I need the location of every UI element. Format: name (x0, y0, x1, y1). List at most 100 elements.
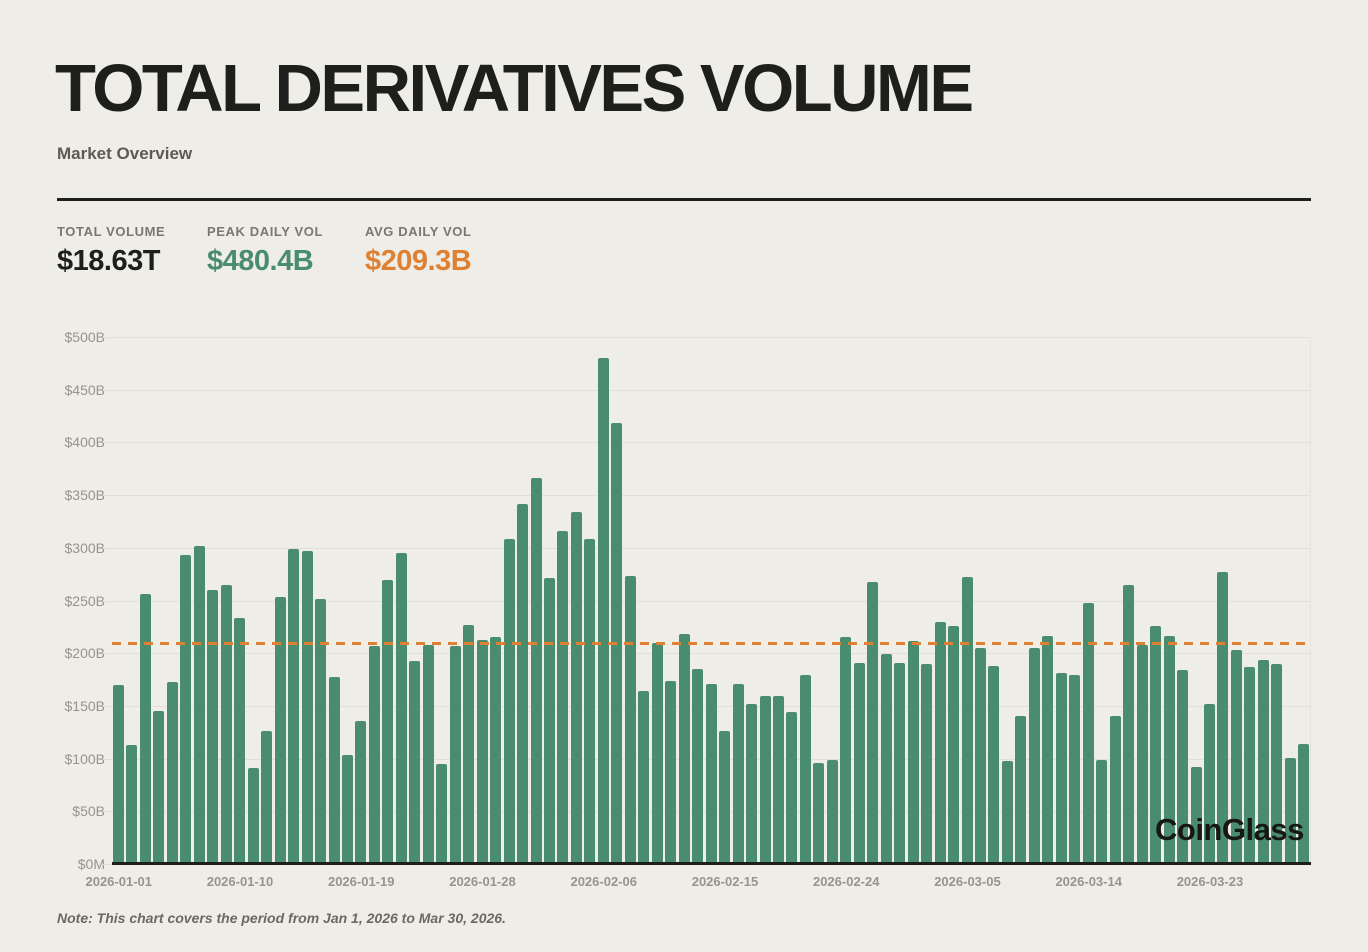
volume-bar (341, 755, 353, 864)
x-tick-label: 2026-03-23 (1176, 874, 1244, 889)
volume-bar (328, 677, 340, 864)
volume-bar (1163, 636, 1175, 864)
volume-bar (1230, 650, 1242, 864)
volume-bar (1217, 572, 1229, 864)
gridline (103, 547, 1311, 549)
x-tick-label: 2026-02-06 (570, 874, 637, 889)
gridline (103, 495, 1311, 497)
volume-bar (1109, 716, 1121, 864)
volume-bar (234, 618, 246, 864)
volume-bar (355, 720, 367, 864)
y-axis-labels: $0M $50B $100B $150B $200B $250B $300B $350B $40… (0, 329, 105, 872)
volume-bar (584, 539, 596, 864)
volume-bar (853, 662, 865, 864)
volume-bar (894, 662, 906, 864)
volume-bar (651, 642, 663, 864)
volume-bar (530, 478, 542, 864)
volume-bar (166, 681, 178, 864)
volume-bar (1001, 760, 1013, 864)
volume-bar (193, 545, 205, 864)
volume-bar (1136, 644, 1148, 864)
y-tick-label: $350B (64, 487, 105, 504)
volume-bar (517, 503, 529, 864)
volume-bar (1203, 703, 1215, 864)
bar-series (112, 337, 1311, 864)
y-tick-label: $500B (64, 329, 105, 345)
volume-bar (1069, 675, 1081, 864)
volume-bar (692, 669, 704, 864)
volume-bar (382, 580, 394, 864)
volume-bar (368, 645, 380, 864)
volume-bar (1082, 602, 1094, 864)
volume-bar (759, 696, 771, 864)
volume-bar (786, 712, 798, 864)
stat-avg-daily-vol: AVG DAILY VOL $209.3B (365, 224, 472, 278)
volume-bar (948, 625, 960, 864)
stats-row: TOTAL VOLUME $18.63T PEAK DAILY VOL $480… (57, 224, 472, 278)
gridline (103, 442, 1311, 444)
volume-bar (1150, 625, 1162, 864)
volume-bar (315, 599, 327, 864)
x-axis-labels: 2026-01-01 2026-01-10 2026-01-19 2026-01-28… (85, 874, 1311, 894)
stat-value: $209.3B (365, 245, 472, 277)
volume-bar (988, 665, 1000, 864)
volume-bar (261, 731, 273, 864)
volume-bar (288, 548, 300, 864)
volume-bar (1271, 663, 1283, 864)
y-tick-label: $400B (64, 434, 105, 451)
volume-bar (975, 647, 986, 864)
volume-bar (665, 680, 677, 864)
stat-label: TOTAL VOLUME (57, 224, 166, 239)
y-tick-label: $50B (72, 803, 105, 820)
volume-bar (934, 621, 946, 864)
volume-bar (274, 597, 286, 864)
y-tick-label: $200B (64, 645, 105, 662)
gridline (103, 600, 1311, 602)
stat-peak-daily-vol: PEAK DAILY VOL $480.4B (207, 224, 365, 278)
volume-bar (1284, 757, 1296, 864)
volume-bar (1015, 716, 1027, 864)
volume-bar (1177, 670, 1189, 864)
x-tick-label: 2026-01-28 (449, 874, 516, 889)
x-tick-label: 2026-01-10 (206, 874, 274, 889)
x-tick-label: 2026-01-19 (327, 874, 395, 889)
volume-bar (799, 675, 811, 864)
volume-bar (1257, 659, 1269, 864)
y-tick-label: $450B (64, 381, 105, 398)
volume-bar (813, 762, 825, 864)
coinglass-logo: CoinGlass (1155, 812, 1304, 847)
volume-bar (113, 684, 124, 864)
volume-bar (732, 683, 744, 864)
x-tick-label: 2026-02-15 (691, 874, 759, 889)
volume-bar (826, 759, 838, 864)
volume-bar (719, 731, 731, 864)
y-tick-label: $100B (64, 750, 105, 767)
stat-label: AVG DAILY VOL (365, 224, 472, 239)
x-tick-label: 2026-03-05 (934, 874, 1001, 889)
stat-label: PEAK DAILY VOL (207, 224, 324, 239)
gridline (103, 389, 1311, 391)
volume-bar (597, 358, 609, 864)
stat-total-volume: TOTAL VOLUME $18.63T (57, 224, 207, 278)
volume-bar (624, 576, 636, 864)
volume-bar (247, 768, 259, 864)
volume-bar (638, 691, 650, 864)
volume-bar (1123, 584, 1135, 864)
volume-bar (126, 744, 138, 864)
volume-bar (570, 511, 582, 864)
volume-bar (503, 539, 515, 864)
volume-bar (220, 584, 232, 864)
volume-bar (1096, 759, 1108, 864)
volume-bar (422, 644, 434, 864)
volume-bar (840, 637, 852, 864)
page-subtitle: Market Overview (57, 144, 193, 163)
volume-bar (1028, 647, 1040, 864)
plot-right-border (1310, 337, 1311, 864)
page-title: TOTAL DERIVATIVES VOLUME (55, 51, 974, 126)
volume-bar (301, 550, 313, 864)
volume-bar (921, 663, 933, 864)
volume-bar (490, 637, 502, 864)
volume-bar (880, 654, 892, 864)
x-axis-line (112, 862, 1311, 865)
volume-bar (772, 696, 784, 864)
